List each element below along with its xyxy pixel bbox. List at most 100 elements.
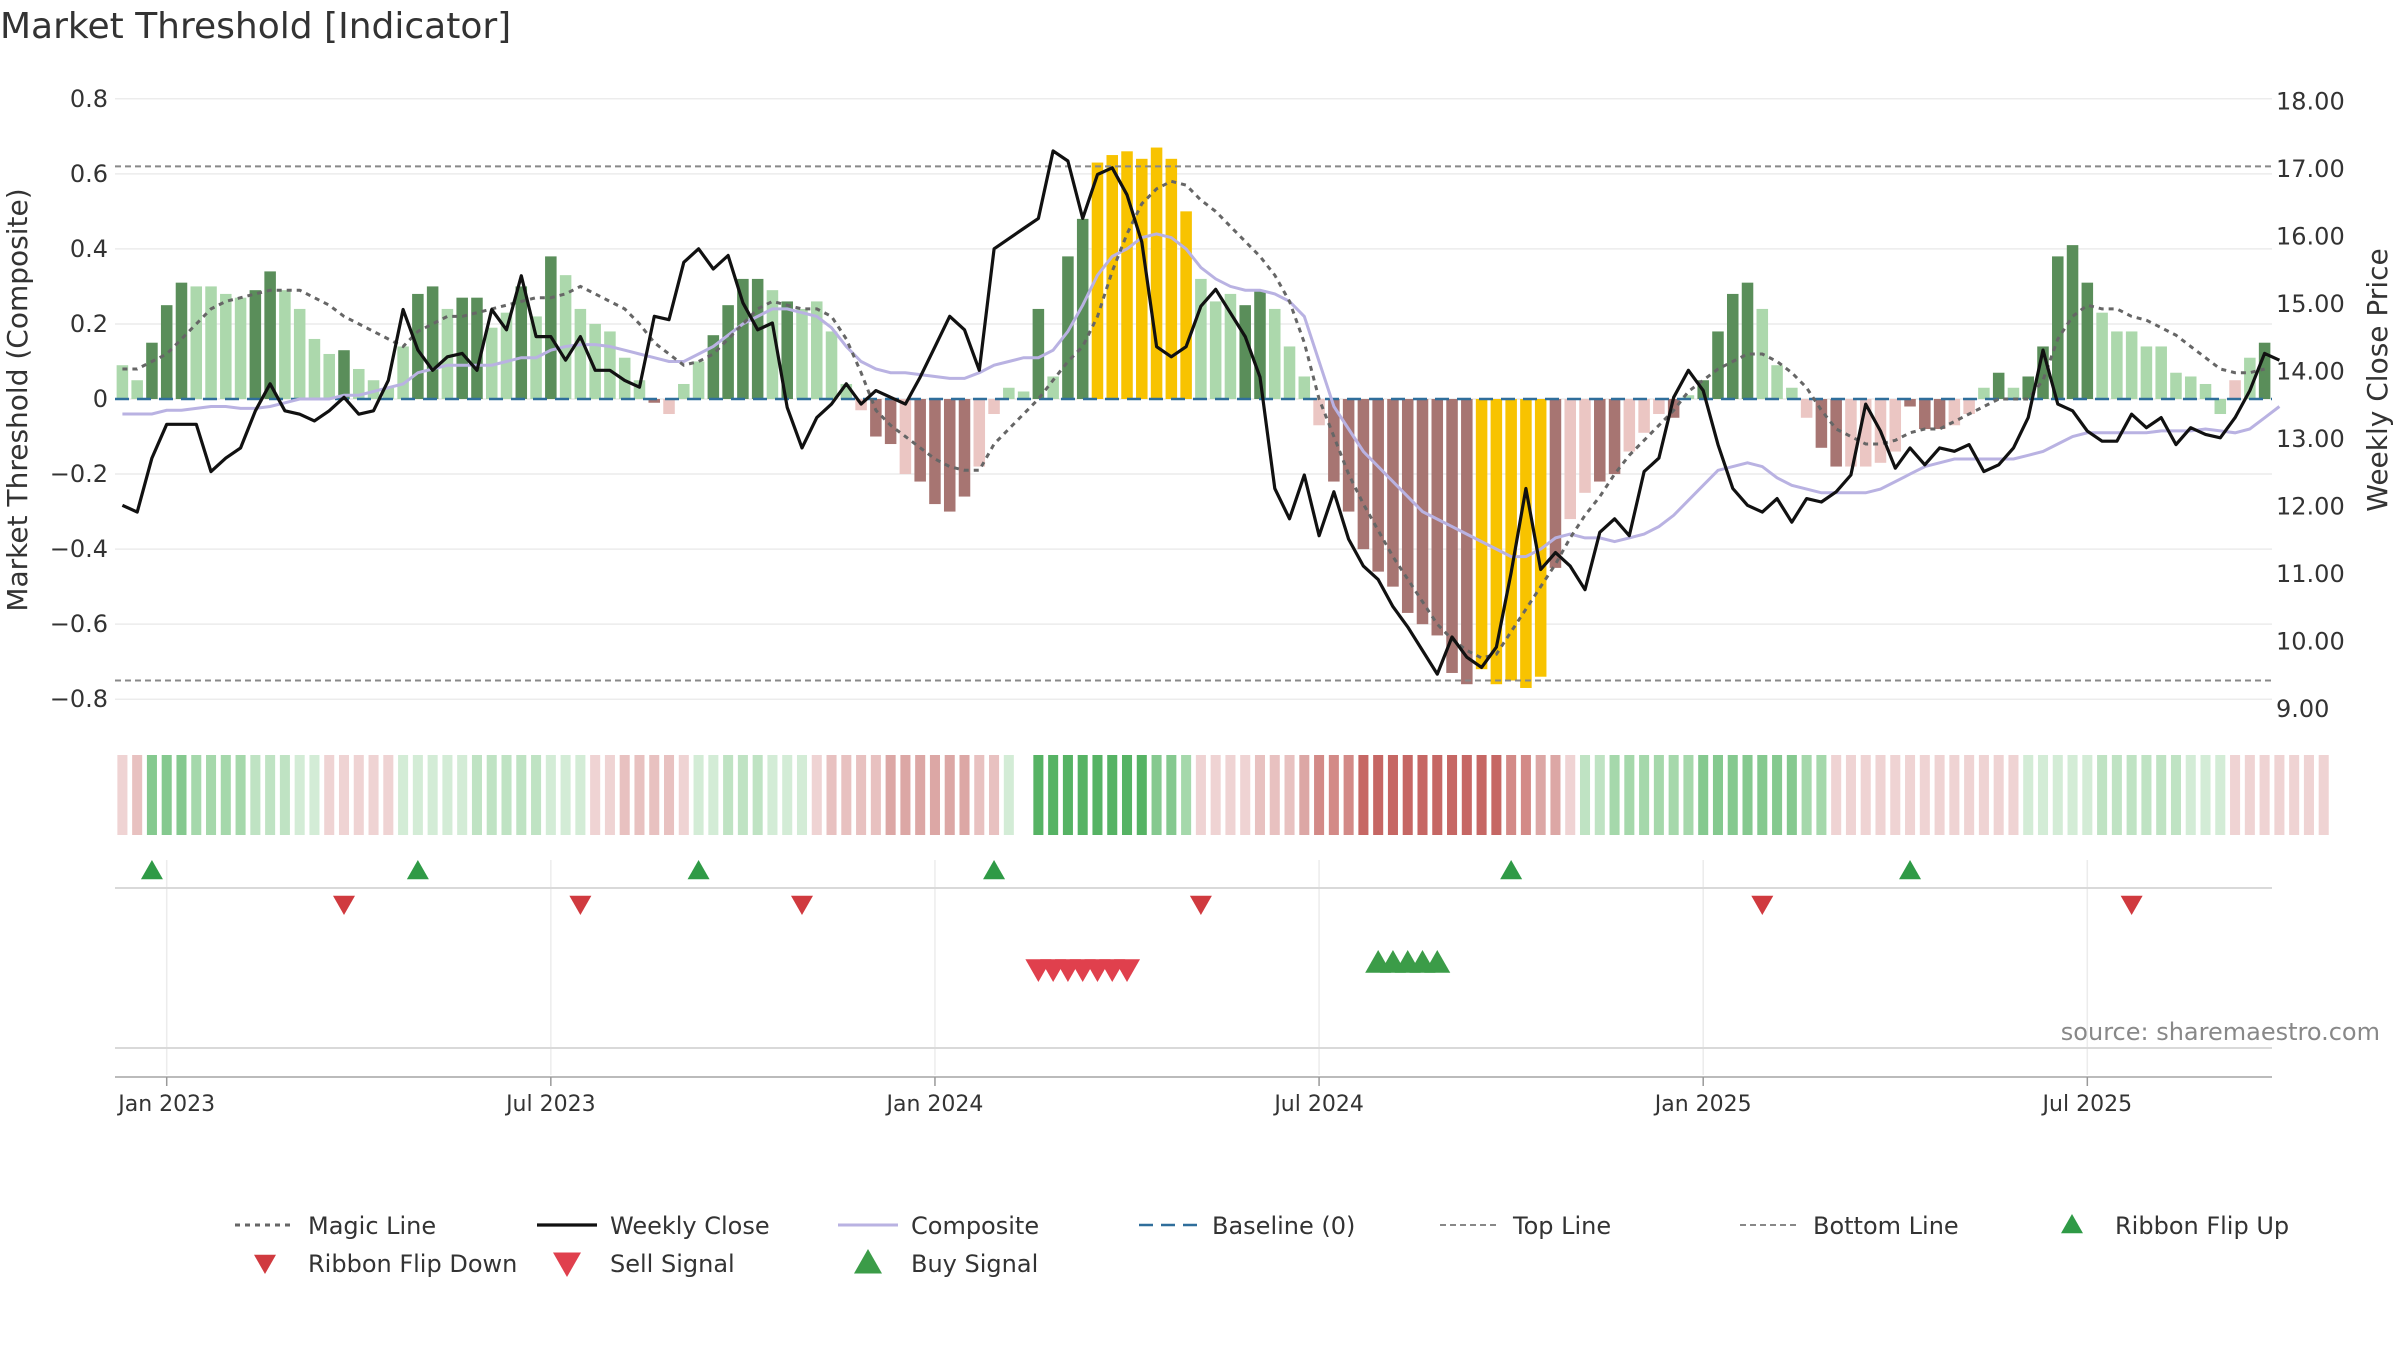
ribbon-cell [1432,755,1443,835]
y2-tick-label: 15.00 [2276,290,2345,318]
composite-bar [914,399,926,482]
composite-bar [382,387,395,399]
composite-bar [737,278,749,399]
composite-bar [1003,387,1015,399]
ribbon-cell [206,755,217,835]
ribbon-cell [1136,755,1147,835]
ribbon-cell [2318,755,2329,835]
legend-label: Buy Signal [911,1250,1038,1278]
ribbon-cell [1964,755,1975,835]
composite-bar [973,399,986,467]
composite-bar [1357,399,1370,550]
ribbon-cell [2097,755,2108,835]
ribbon-cell [575,755,586,835]
legend-label: Ribbon Flip Down [308,1250,517,1278]
ribbon-cell [471,755,482,835]
chart-title: Market Threshold [Indicator] [0,6,511,47]
composite-bar [2170,372,2182,399]
composite-bar [559,275,572,399]
ribbon-cell [974,755,985,835]
ribbon-cell [2244,755,2255,835]
ribbon-cell [989,755,1000,835]
composite-bar [1800,399,1813,418]
composite-bar [1608,399,1621,475]
weekly-close-line [121,149,2281,676]
y-tick-label: 0 [93,385,108,413]
composite-bar [1815,399,1828,448]
ribbon-cell [1934,755,1945,835]
ribbon-cell [2185,755,2196,835]
composite-bar [988,399,1000,415]
y-tick-label: 0.2 [70,310,108,338]
composite-bar [308,338,321,399]
composite-bar [1298,376,1311,399]
ribbon-cell [2200,755,2211,835]
composite-bar [338,350,350,399]
ribbon-cell [531,755,542,835]
x-tick-label: Jul 2025 [2041,1092,2133,1117]
ribbon-cell [1314,755,1325,835]
ribbon-cell [383,755,394,835]
composite-bar [160,305,173,399]
composite-bar [2007,387,2020,399]
ribbon-cell [2274,755,2285,835]
composite-bar [293,308,306,399]
y2-tick-label: 17.00 [2276,155,2345,183]
ribbon-cell [737,755,748,835]
ribbon-cell [1683,755,1694,835]
ribbon-cell [1520,755,1531,835]
source-label: source: sharemaestro.com [2061,1018,2380,1046]
composite-line [122,232,2281,559]
legend-label: Baseline (0) [1212,1212,1355,1240]
composite-bar [1475,399,1488,670]
ribbon-cell [1698,755,1709,835]
composite-bar [1062,256,1074,399]
composite-bar [840,383,853,399]
composite-bar [781,301,793,399]
composite-bar [1165,158,1178,399]
ribbon-cell [560,755,571,835]
ribbon-cell [2141,755,2152,835]
ribbon-cell [1447,755,1458,835]
y-tick-label: −0.6 [50,610,108,638]
composite-bar [1859,399,1872,467]
y2-tick-label: 18.00 [2276,87,2345,115]
ribbon-cell [2023,755,2034,835]
composite-bar [1549,399,1562,568]
composite-bar [1091,162,1104,399]
composite-bar [1904,399,1916,407]
composite-bar [1313,399,1325,426]
composite-bar [1564,399,1576,520]
composite-bar [707,335,720,399]
ribbon-cell [1624,755,1635,835]
gridlines [115,98,2272,1075]
ribbon-cell [191,755,202,835]
ribbon-cell [1077,755,1088,835]
ribbon-cell [309,755,320,835]
ribbon-cell [176,755,187,835]
composite-bar [825,331,838,399]
ribbon-cell [1166,755,1177,835]
composite-bar [2037,346,2049,399]
composite-bar [1224,293,1237,399]
ribbon-cell [1535,755,1546,835]
legend-buy-swatch [854,1249,882,1274]
composite-bar [1121,151,1133,399]
x-tick-label: Jan 2024 [885,1092,984,1117]
ribbon-cell [1048,755,1059,835]
composite-bar [589,323,601,399]
ribbon-cell [1121,755,1133,835]
y-tick-label: −0.8 [50,685,108,713]
ribbon-cell [1742,755,1753,835]
composite-bars [116,147,2271,688]
composite-bar [1653,399,1665,415]
y2-tick-label: 10.00 [2276,627,2345,655]
ribbon-cell [501,755,512,835]
composite-bar [648,399,661,403]
composite-bar [1401,399,1414,613]
composite-bar [692,361,705,399]
ribbon-cell [708,755,719,835]
ribbon-cell [678,755,689,835]
composite-bar [958,399,971,497]
ribbon-flip-down-marker [1189,895,1212,915]
